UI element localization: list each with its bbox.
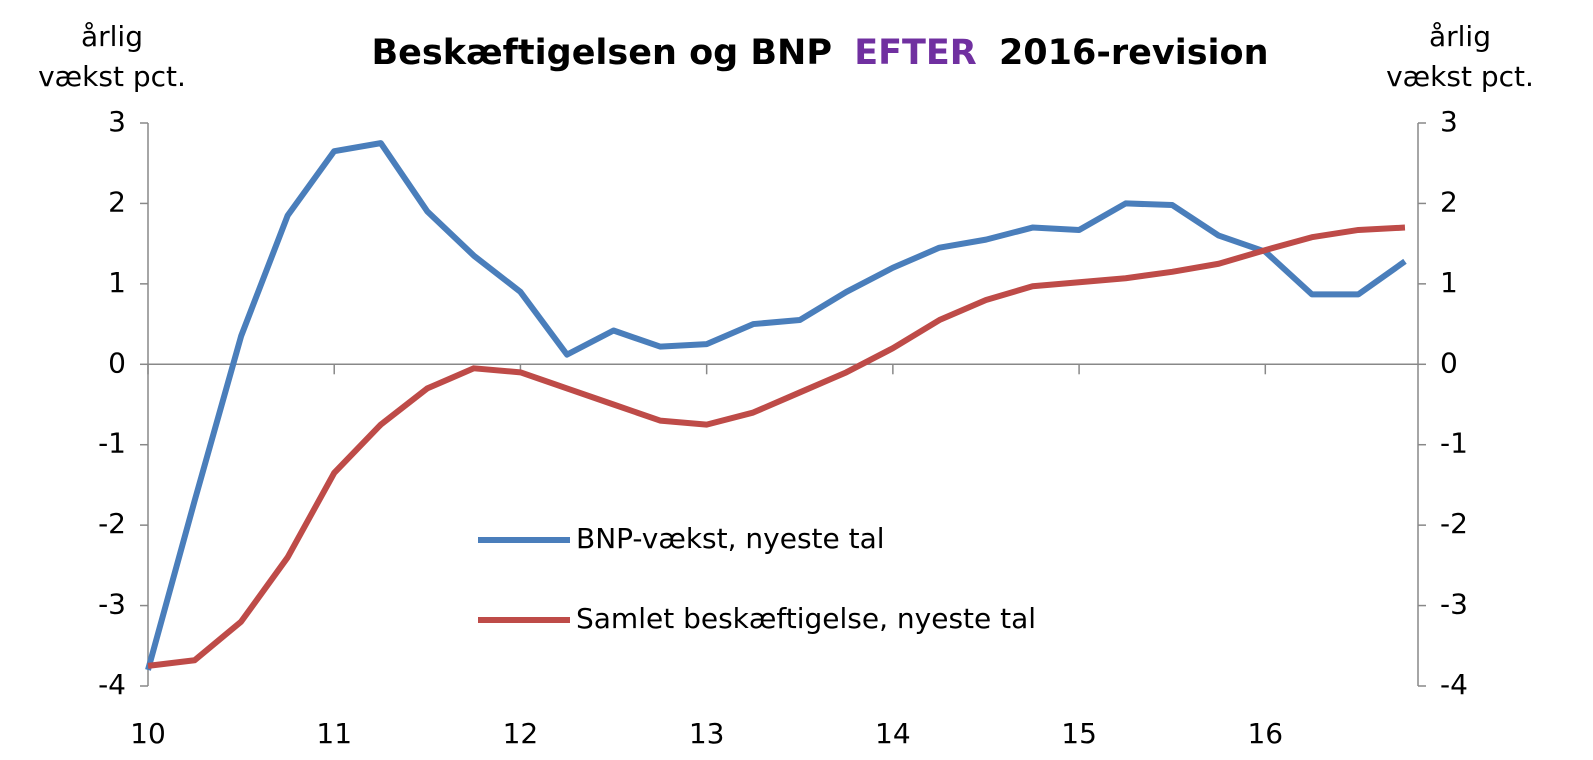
- y-tick-label: -3: [98, 588, 126, 621]
- series-line: [145, 140, 1407, 671]
- y2-tick-label: 3: [1440, 105, 1458, 138]
- y2-tick-label: -2: [1440, 507, 1468, 540]
- chart-title: Beskæftigelsen og BNP EFTER 2016-revisio…: [371, 33, 1268, 73]
- x-tick-label: 12: [503, 717, 539, 750]
- y-tick-label: 2: [108, 185, 126, 218]
- x-tick-label: 13: [689, 717, 725, 750]
- y2-tick-label: 0: [1440, 346, 1458, 379]
- y-tick-label: 1: [108, 266, 126, 299]
- legend-label: Samlet beskæftigelse, nyeste tal: [576, 602, 1036, 635]
- y2-tick-label: -3: [1440, 588, 1468, 621]
- x-tick-label: 15: [1061, 717, 1097, 750]
- series-line: [147, 224, 1406, 669]
- y-tick-label: -1: [98, 427, 126, 460]
- title-part: Beskæftigelsen og BNP: [371, 33, 832, 73]
- title-part: 2016-revision: [999, 33, 1269, 73]
- x-tick-label: 11: [316, 717, 352, 750]
- legend-label: BNP-vækst, nyeste tal: [576, 522, 885, 555]
- x-tick-label: 16: [1247, 717, 1283, 750]
- y-tick-label: -4: [98, 668, 126, 701]
- y2-axis-label: årlig: [1429, 20, 1491, 53]
- y2-tick-label: 2: [1440, 185, 1458, 218]
- y-tick-label: -2: [98, 507, 126, 540]
- y2-axis-label: vækst pct.: [1386, 60, 1534, 93]
- y2-tick-label: -4: [1440, 668, 1468, 701]
- y-axis-label: årlig: [81, 20, 143, 53]
- x-tick-label: 10: [130, 717, 166, 750]
- y-tick-label: 0: [108, 346, 126, 379]
- y-axis-label: vækst pct.: [38, 60, 186, 93]
- y-tick-label: 3: [108, 105, 126, 138]
- y2-tick-label: 1: [1440, 266, 1458, 299]
- y2-tick-label: -1: [1440, 427, 1468, 460]
- title-part: EFTER: [854, 33, 977, 73]
- x-tick-label: 14: [875, 717, 911, 750]
